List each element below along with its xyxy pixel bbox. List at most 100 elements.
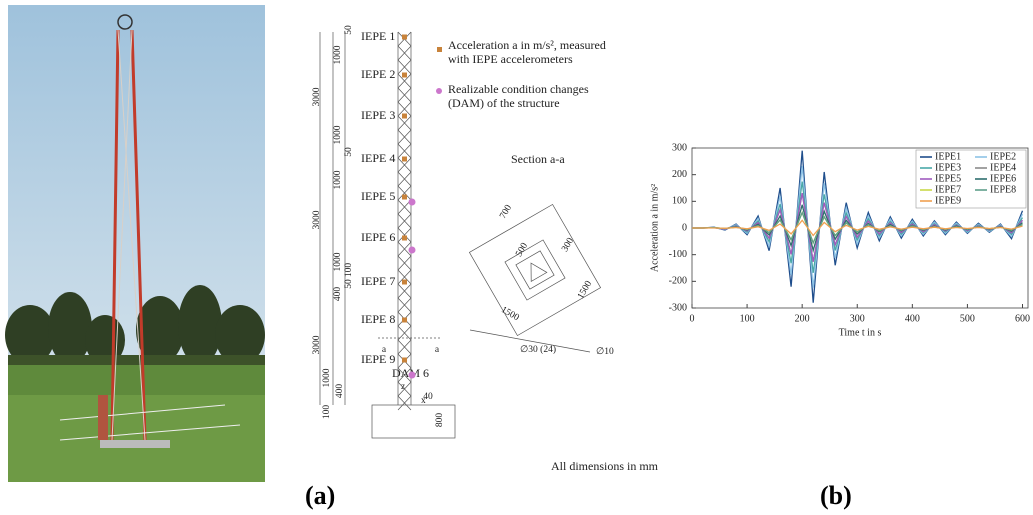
dimension: 1000 (333, 170, 343, 189)
x-tick-label: 100 (740, 313, 755, 324)
legend-text: with IEPE accelerometers (448, 52, 573, 66)
sensor (402, 235, 407, 241)
legend-label: IEPE9 (935, 195, 961, 206)
legend-label: IEPE7 (935, 184, 961, 195)
y-tick-label: 300 (672, 142, 687, 153)
bracing (397, 101, 412, 117)
bracing (397, 269, 412, 285)
legend-label: IEPE2 (990, 151, 1016, 162)
sensor (402, 34, 407, 40)
x-tick-label: 500 (960, 313, 975, 324)
legend-label: IEPE8 (990, 184, 1016, 195)
bracing (397, 213, 412, 229)
sensor (402, 156, 407, 162)
dimension: 1500 (499, 305, 521, 323)
sensor-label: IEPE 8 (361, 312, 395, 326)
series-line (692, 181, 1024, 273)
bracing (397, 255, 412, 271)
dimension: 700 (498, 203, 514, 221)
section-title: Section a-a (511, 152, 565, 166)
bracing (397, 129, 412, 145)
dimension: 100 (344, 263, 354, 278)
bracing (397, 283, 412, 299)
sensor-label: IEPE 6 (361, 230, 395, 244)
x-tick-label: 400 (905, 313, 920, 324)
legend-text: (DAM) of the structure (448, 96, 560, 110)
dimension: ∅30 (24) (520, 344, 556, 355)
x-tick-label: 600 (1015, 313, 1030, 324)
dimension: 400 (333, 287, 343, 302)
sensor-label: IEPE 7 (361, 274, 395, 288)
sensor-label: IEPE 3 (361, 108, 395, 122)
dimension: 3000 (312, 335, 322, 354)
series-line (692, 219, 1023, 237)
legend-text: Acceleration a in m/s², measured (448, 38, 606, 52)
dam-marker (408, 371, 416, 379)
foundation (371, 404, 456, 439)
bracing (397, 115, 412, 131)
sensor (402, 113, 407, 119)
bracing (397, 185, 412, 201)
dimension: 50 (344, 147, 354, 157)
y-tick-label: -200 (669, 276, 687, 287)
x-tick-label: 200 (795, 313, 810, 324)
x-axis-label: Time t in s (839, 327, 882, 338)
bracing (397, 227, 412, 243)
bracing (397, 241, 412, 257)
sensor (402, 357, 407, 363)
series-line (692, 166, 1024, 288)
sensor-label: IEPE 1 (361, 29, 395, 43)
panel-label: (b) (820, 481, 852, 510)
legend-label: IEPE5 (935, 173, 961, 184)
sensor-label: IEPE 4 (361, 151, 395, 165)
bracing (397, 381, 412, 397)
dimension: 50 (344, 25, 354, 35)
note: All dimensions in mm (551, 459, 659, 473)
dimension: 300 (560, 236, 576, 254)
bracing (397, 143, 412, 159)
dimension: 1000 (333, 45, 343, 64)
bracing (397, 395, 412, 411)
dam-marker (408, 198, 416, 206)
dimension: 800 (435, 413, 445, 428)
series-line (692, 150, 1024, 303)
sensor (402, 194, 407, 200)
sensor-label: IEPE 9 (361, 352, 395, 366)
dimension: 400 (335, 384, 345, 399)
bracing (397, 87, 412, 103)
y-tick-label: -300 (669, 302, 687, 313)
dimension: 1000 (322, 368, 332, 387)
dimension: 500 (514, 241, 530, 259)
sensor-label: IEPE 2 (361, 67, 395, 81)
legend-label: IEPE1 (935, 151, 961, 162)
y-tick-label: -100 (669, 249, 687, 260)
bracing (397, 59, 412, 75)
drawing: a a z x DAM 6 Acceleration a in m/s², me… (312, 25, 614, 439)
dimension: 3000 (312, 87, 322, 106)
bracing (397, 157, 412, 173)
series-line (692, 192, 1023, 262)
bracing (397, 339, 412, 355)
y-tick-label: 200 (672, 169, 687, 180)
dimension: 40 (423, 392, 433, 402)
dimension: 1000 (333, 252, 343, 271)
dam-marker (408, 246, 416, 254)
panel-label: (a) (305, 481, 335, 510)
dimension: 50 (344, 279, 354, 289)
photo (5, 5, 265, 482)
legend-text: Realizable condition changes (448, 82, 589, 96)
chart: -300 -200 -100 0 100 200 300 0 100 200 300 400 500 60… (649, 142, 1030, 338)
bracing (397, 325, 412, 341)
x-tick-label: 300 (850, 313, 865, 324)
legend-label: IEPE3 (935, 162, 961, 173)
bracing (397, 171, 412, 187)
legend-label: IEPE6 (990, 173, 1016, 184)
dimension: 1500 (576, 279, 594, 301)
sensor (402, 279, 407, 285)
legend-box (915, 149, 1027, 209)
sensor-label: IEPE 5 (361, 189, 395, 203)
dimension: 3000 (312, 210, 322, 229)
sensor (402, 72, 407, 78)
legend-label: IEPE4 (990, 162, 1016, 173)
